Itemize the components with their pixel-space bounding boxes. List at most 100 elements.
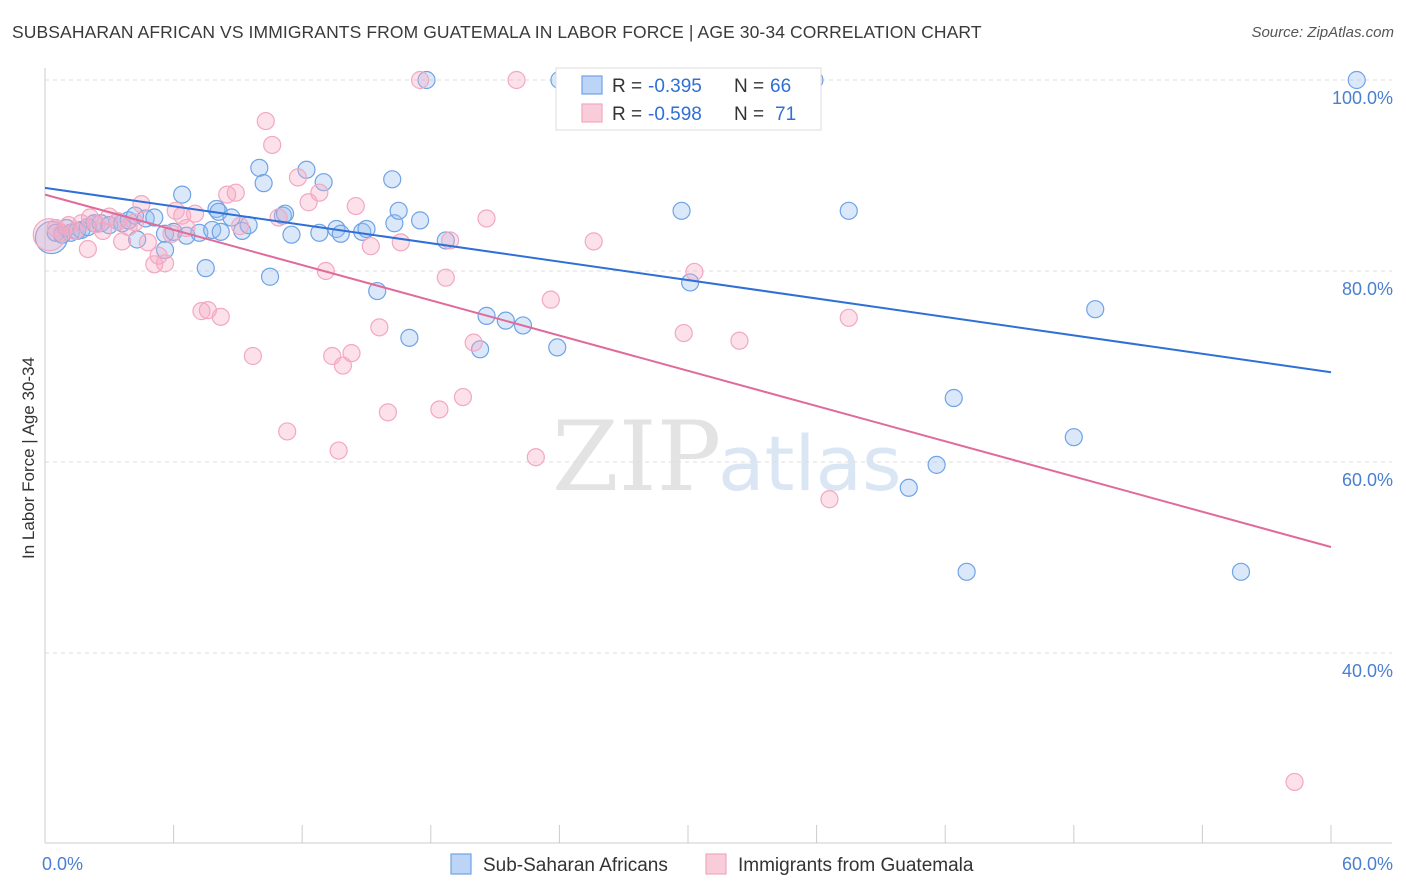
- guatemala-point: [430, 400, 449, 419]
- legend-r-value-2: -0.598: [648, 104, 702, 125]
- chart-source: Source: ZipAtlas.com: [1251, 24, 1394, 41]
- guatemala-point: [1285, 772, 1304, 792]
- y-tick-label: 80.0%: [1342, 279, 1393, 299]
- legend-r-value-1: -0.395: [648, 76, 702, 97]
- gridlines: [45, 79, 1392, 654]
- sub-saharan-point: [331, 224, 350, 243]
- watermark-zip: ZIP: [552, 401, 721, 513]
- guatemala-trend-line: [44, 193, 1332, 548]
- y-tick-labels: 100.0% 80.0% 60.0% 40.0%: [1332, 88, 1393, 681]
- sub-saharan-trend-line: [44, 186, 1332, 374]
- guatemala-point: [346, 196, 365, 216]
- guatemala-point: [100, 207, 119, 226]
- guatemala-point: [211, 307, 230, 326]
- sub-saharan-point: [839, 201, 858, 220]
- legend-n-value-1: 66: [770, 76, 791, 97]
- sub-saharan-point: [145, 208, 164, 227]
- guatemala-point: [674, 323, 693, 343]
- legend-r-label-2: R =: [612, 104, 642, 125]
- guatemala-point: [370, 318, 389, 337]
- y-tick-label: 100.0%: [1332, 88, 1393, 108]
- guatemala-point: [192, 302, 211, 321]
- legend-n-value-2: 71: [775, 104, 796, 125]
- sub-saharan-point: [383, 170, 402, 189]
- guatemala-point: [507, 70, 526, 90]
- y-axis-label: In Labor Force | Age 30-34: [19, 357, 38, 559]
- guatemala-point: [155, 254, 175, 273]
- guatemala-point: [361, 237, 380, 256]
- bottom-legend-swatch-guatemala: [705, 853, 727, 875]
- guatemala-point: [541, 290, 560, 309]
- guatemala-point: [342, 344, 361, 363]
- stats-legend: R = -0.395 N = 66 R = -0.598 N = 71: [555, 67, 822, 131]
- x-tick-label: 0.0%: [42, 854, 83, 874]
- bottom-legend-label-guatemala: Immigrants from Guatemala: [738, 855, 974, 876]
- sub-saharan-point: [282, 225, 301, 244]
- guatemala-point: [269, 208, 288, 227]
- sub-saharan-point: [548, 338, 567, 357]
- guatemala-point: [820, 490, 839, 509]
- sub-saharan-point: [470, 340, 490, 359]
- sub-saharan-point: [899, 478, 918, 497]
- sub-saharan-point: [1064, 428, 1083, 447]
- bottom-legend-label-sub-saharan: Sub-Saharan Africans: [483, 855, 668, 876]
- trend-lines: [44, 186, 1332, 548]
- guatemala-point: [243, 346, 263, 366]
- guatemala-point: [138, 233, 157, 252]
- chart-title: SUBSAHARAN AFRICAN VS IMMIGRANTS FROM GU…: [12, 22, 982, 42]
- watermark-atlas: atlas: [718, 419, 902, 508]
- sub-saharan-point: [417, 70, 436, 90]
- x-tick-labels: 0.0% 60.0%: [42, 854, 1393, 874]
- legend-swatch-sub-saharan: [581, 75, 603, 95]
- guatemala-point: [391, 233, 410, 252]
- guatemala-point: [230, 217, 250, 236]
- guatemala-point: [453, 387, 473, 407]
- guatemala-point: [78, 239, 97, 259]
- guatemala-point: [310, 183, 329, 202]
- guatemala-point: [226, 183, 245, 202]
- guatemala-point: [256, 111, 275, 131]
- guatemala-point: [378, 403, 398, 422]
- sub-saharan-point: [1086, 300, 1105, 319]
- sub-saharan-point: [173, 185, 192, 204]
- y-tick-label: 60.0%: [1342, 470, 1393, 490]
- sub-saharan-point: [410, 211, 430, 230]
- guatemala-point: [477, 209, 496, 228]
- sub-saharan-point: [957, 562, 976, 581]
- y-tick-label: 40.0%: [1342, 661, 1393, 681]
- guatemala-point: [526, 448, 545, 467]
- sub-saharan-point: [1347, 70, 1366, 90]
- x-tick-label: 60.0%: [1342, 854, 1393, 874]
- guatemala-point: [333, 356, 353, 375]
- bottom-legend-swatch-sub-saharan: [450, 853, 472, 875]
- guatemala-point: [278, 422, 297, 441]
- legend-swatch-guatemala: [581, 103, 603, 123]
- sub-saharan-point: [927, 455, 946, 474]
- guatemala-point: [80, 208, 100, 227]
- guatemala-point: [436, 268, 455, 287]
- guatemala-point: [730, 331, 749, 350]
- guatemala-point: [288, 168, 308, 187]
- legend-n-label-1: N =: [734, 76, 764, 97]
- guatemala-point: [32, 218, 66, 252]
- sub-saharan-point: [196, 259, 215, 278]
- guatemala-point: [329, 441, 348, 460]
- sub-saharan-point: [944, 388, 963, 408]
- guatemala-point: [685, 262, 704, 282]
- legend-r-label-1: R =: [612, 76, 642, 97]
- guatemala-point: [65, 221, 85, 240]
- sub-saharan-point: [260, 267, 280, 286]
- series-legend: Sub-Saharan Africans Immigrants from Gua…: [450, 853, 974, 876]
- guatemala-point: [263, 135, 282, 155]
- guatemala-point: [584, 232, 603, 251]
- sub-saharan-point: [34, 220, 69, 255]
- guatemala-point: [464, 333, 483, 352]
- sub-saharan-point: [1231, 562, 1251, 581]
- guatemala-point: [149, 246, 168, 265]
- sub-saharan-point: [250, 158, 269, 177]
- series-guatemala-points: [32, 70, 1304, 792]
- sub-saharan-point: [400, 328, 419, 347]
- guatemala-point: [125, 213, 145, 232]
- sub-saharan-point: [672, 201, 691, 220]
